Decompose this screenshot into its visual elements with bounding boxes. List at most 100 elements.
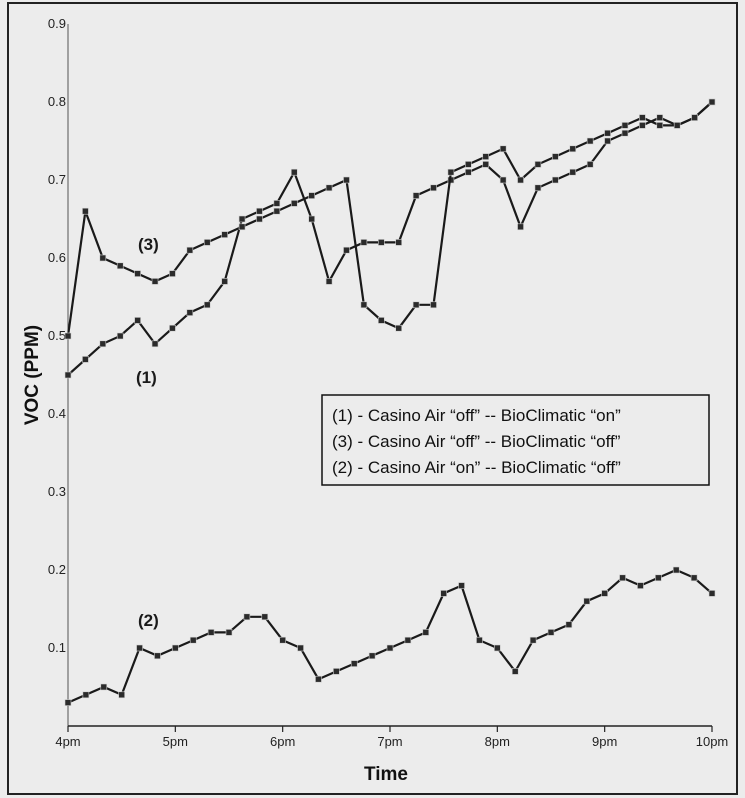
series-3-point bbox=[412, 301, 420, 309]
series-2-point bbox=[601, 590, 608, 597]
series-2-point bbox=[368, 652, 376, 660]
series-labels: (3) (1) (2) bbox=[136, 235, 159, 630]
series-3-point bbox=[377, 317, 385, 324]
series-1-point bbox=[482, 161, 490, 168]
series-3-point bbox=[604, 129, 611, 137]
series-1-point bbox=[430, 184, 437, 192]
series-2-line bbox=[67, 568, 713, 704]
series-3-point bbox=[656, 122, 664, 129]
series-1-point bbox=[377, 239, 385, 246]
series-2-point bbox=[637, 582, 644, 589]
series-label-3: (3) bbox=[138, 235, 159, 254]
series-3-point bbox=[708, 98, 716, 106]
series-3-point bbox=[99, 254, 107, 262]
series-3-point bbox=[203, 239, 211, 246]
series-1-point bbox=[203, 301, 211, 309]
series-3-point bbox=[639, 114, 646, 121]
series-3-point bbox=[186, 246, 194, 254]
series-3-point bbox=[169, 270, 176, 277]
series-1-point bbox=[221, 278, 228, 285]
series-2-point bbox=[547, 629, 555, 636]
y-axis-title: VOC (PPM) bbox=[22, 325, 43, 425]
series-1-point bbox=[552, 176, 559, 184]
y-axis: 0.1 0.2 0.3 0.4 0.5 0.6 0.7 0.8 0.9 bbox=[48, 16, 69, 726]
series-2 bbox=[64, 566, 716, 706]
series-2-point bbox=[440, 590, 447, 597]
series-1-point bbox=[395, 239, 403, 246]
series-3-point bbox=[552, 153, 559, 160]
x-tick-label: 9pm bbox=[592, 734, 617, 749]
series-2-point bbox=[82, 691, 90, 699]
series-2-point bbox=[189, 636, 197, 644]
series-group bbox=[64, 98, 716, 706]
series-2-point bbox=[172, 644, 179, 652]
series-2-point bbox=[386, 644, 394, 652]
series-3-point bbox=[134, 270, 141, 277]
series-label-2: (2) bbox=[138, 611, 159, 630]
series-2-point bbox=[297, 644, 304, 652]
series-2-point bbox=[136, 644, 143, 652]
series-2-point bbox=[315, 675, 322, 683]
series-2-point bbox=[279, 636, 286, 644]
series-3-point bbox=[465, 161, 472, 168]
legend-box bbox=[321, 394, 710, 486]
series-1-point bbox=[465, 168, 472, 176]
series-1-point bbox=[186, 309, 194, 316]
legend-entry-3: (3) - Casino Air “off” -- BioClimatic “o… bbox=[332, 432, 621, 451]
series-3-point bbox=[691, 114, 698, 121]
series-2-point bbox=[207, 629, 215, 636]
series-3-point bbox=[395, 324, 403, 332]
series-3-point bbox=[290, 200, 298, 207]
series-1-point bbox=[256, 207, 263, 215]
y-tick-label: 0.5 bbox=[48, 328, 66, 343]
series-3 bbox=[64, 98, 716, 340]
y-tick-label: 0.7 bbox=[48, 172, 66, 187]
series-label-1: (1) bbox=[136, 368, 157, 387]
series-3-point bbox=[221, 231, 228, 238]
series-1-point bbox=[360, 239, 368, 246]
series-1-point bbox=[99, 340, 107, 348]
series-1-point bbox=[586, 161, 594, 168]
x-tick-label: 6pm bbox=[270, 734, 295, 749]
series-3-point bbox=[82, 207, 89, 215]
series-3-point bbox=[64, 332, 72, 340]
series-2-point bbox=[261, 613, 269, 621]
y-tick-label: 0.8 bbox=[48, 94, 66, 109]
series-1-point bbox=[534, 184, 542, 192]
series-3-point bbox=[325, 184, 333, 192]
series-2-point bbox=[333, 668, 340, 675]
legend-entry-2: (2) - Casino Air “on” -- BioClimatic “of… bbox=[332, 458, 621, 477]
series-3-point bbox=[499, 145, 507, 153]
series-2-point bbox=[422, 629, 430, 636]
series-1-point bbox=[134, 317, 141, 324]
x-tick-label: 4pm bbox=[55, 734, 80, 749]
y-tick-label: 0.2 bbox=[48, 562, 66, 577]
series-2-point bbox=[476, 636, 483, 644]
y-tick-label: 0.6 bbox=[48, 250, 66, 265]
series-3-point bbox=[586, 137, 594, 145]
series-1-point bbox=[290, 168, 298, 176]
series-1-point bbox=[82, 356, 89, 363]
series-2-point bbox=[583, 597, 591, 605]
series-1-point bbox=[151, 340, 159, 348]
series-1-point bbox=[639, 122, 646, 129]
series-3-point bbox=[673, 122, 681, 129]
x-tick-label: 10pm bbox=[696, 734, 729, 749]
series-1-point bbox=[308, 215, 315, 223]
series-2-point bbox=[672, 566, 680, 574]
series-3-point bbox=[430, 301, 437, 309]
y-tick-label: 0.4 bbox=[48, 406, 66, 421]
series-2-point bbox=[655, 574, 662, 582]
y-tick-label: 0.3 bbox=[48, 484, 66, 499]
series-2-point bbox=[404, 636, 412, 644]
series-1-line bbox=[67, 101, 713, 376]
series-1-point bbox=[517, 223, 524, 231]
series-2-point bbox=[690, 574, 698, 582]
series-1-point bbox=[116, 332, 124, 340]
series-2-point bbox=[243, 613, 251, 621]
series-2-point bbox=[511, 668, 519, 675]
series-2-point bbox=[494, 644, 501, 652]
series-1-point bbox=[569, 168, 577, 176]
series-2-point bbox=[154, 652, 161, 660]
series-3-point bbox=[534, 161, 542, 168]
